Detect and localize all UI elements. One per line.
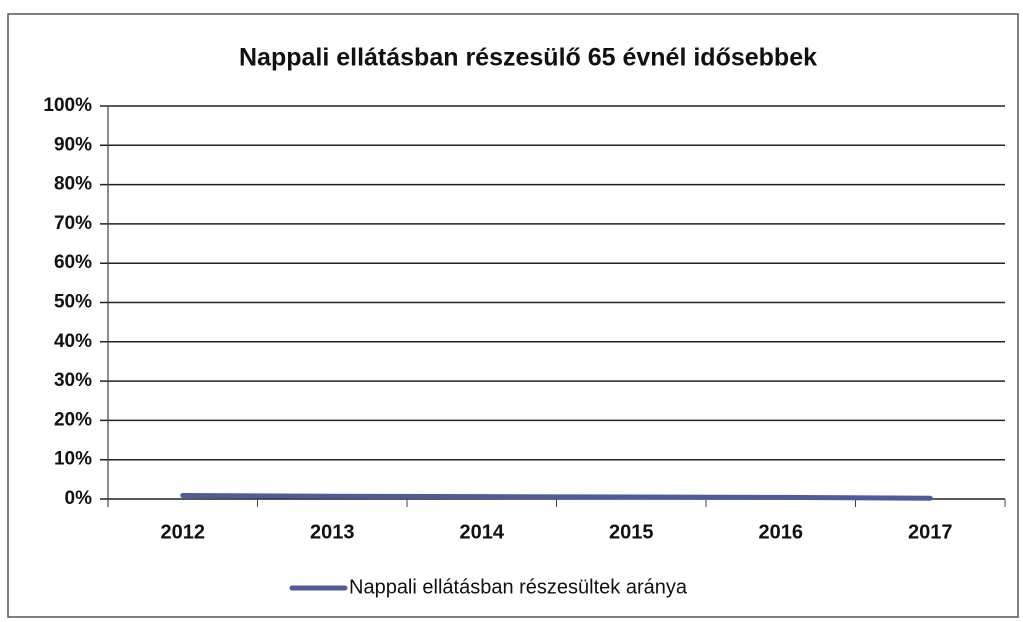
x-tick-label: 2012 [161,521,206,543]
y-tick-label: 30% [54,370,92,391]
y-tick-label: 90% [54,134,92,155]
legend-label: Nappali ellátásban részesültek aránya [349,576,688,598]
data-line [180,492,933,501]
chart-title: Nappali ellátásban részesülő 65 évnél id… [239,44,817,72]
y-tick-label: 50% [54,292,92,313]
x-tick-label: 2016 [759,521,804,543]
y-tick-label: 40% [54,331,92,352]
x-tick-label: 2017 [908,521,953,543]
chart-frame [7,13,1019,618]
x-tick-label: 2013 [310,521,355,543]
y-tick-label: 60% [54,252,92,273]
x-tick-label: 2014 [460,521,505,543]
y-tick-label: 0% [65,488,93,509]
y-tick-label: 100% [43,95,92,116]
y-tick-label: 80% [54,174,92,195]
x-tick-label: 2015 [609,521,654,543]
y-tick-label: 20% [54,409,92,430]
y-tick-label: 10% [54,449,92,470]
y-tick-label: 70% [54,213,92,234]
